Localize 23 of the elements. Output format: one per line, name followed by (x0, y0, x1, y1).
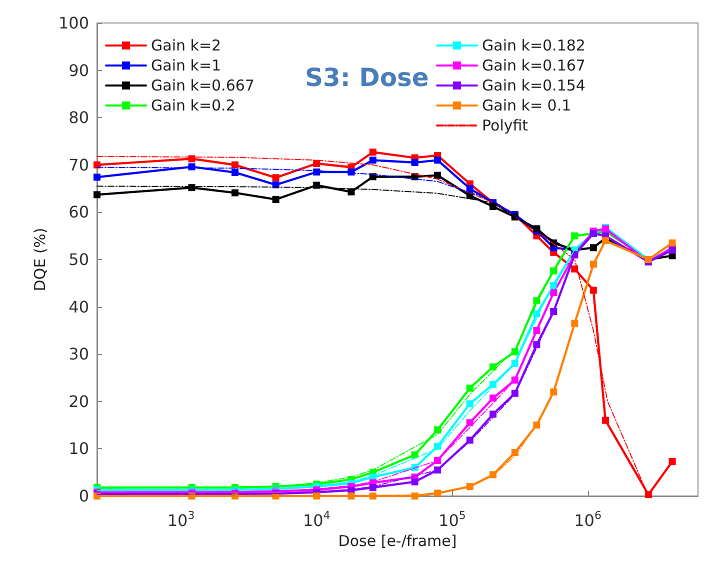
y-tick-label: 60 (68, 202, 89, 222)
text: S3: Dose (305, 63, 429, 92)
legend-label: Gain k=0.167 (482, 56, 586, 74)
legend-label: Gain k=0.154 (482, 76, 586, 94)
x-axis-title: Dose [e-/frame] (338, 532, 457, 550)
y-tick-label: 30 (68, 344, 89, 364)
y-tick-label: 70 (68, 155, 89, 174)
y-tick-label: 0 (78, 486, 89, 506)
legend-label: Gain k=1 (151, 56, 222, 74)
y-tick-label: 100 (58, 14, 89, 32)
legend-label: Gain k=2 (151, 36, 222, 54)
y-tick-label: 80 (68, 108, 89, 128)
legend-label: Gain k=0.2 (151, 96, 236, 114)
y-tick-label: 50 (68, 250, 89, 269)
legend-label: Gain k=0.667 (151, 76, 254, 94)
y-tick-label: 20 (68, 392, 89, 411)
y-tick-label: 10 (68, 439, 89, 458)
legend-label: Polyfit (482, 116, 528, 134)
y-tick-label: 90 (68, 60, 89, 80)
legend-label: Gain k= 0.1 (482, 96, 572, 114)
legend-label: Gain k=0.182 (482, 36, 586, 54)
y-tick-label: 40 (68, 297, 89, 316)
y-axis-title: DQE (%) (31, 228, 50, 292)
